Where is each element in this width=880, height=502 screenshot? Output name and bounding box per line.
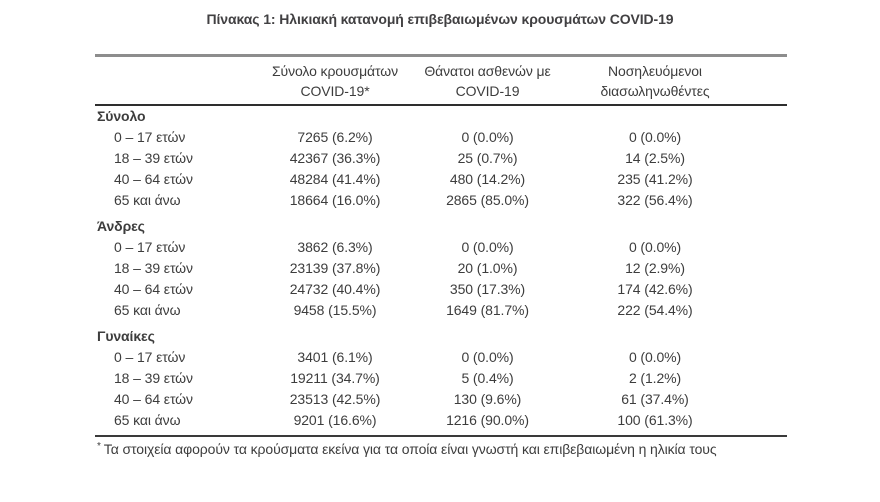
- table-row: 65 και άνω 9458 (15.5%) 1649 (81.7%) 222…: [95, 300, 787, 321]
- cell-deaths: 0 (0.0%): [461, 129, 514, 145]
- section-header: Σύνολο: [97, 108, 146, 124]
- cell-intubated: 222 (54.4%): [617, 302, 693, 318]
- cell-deaths: 1649 (81.7%): [446, 302, 529, 318]
- row-label: 0 – 17 ετών: [114, 129, 186, 145]
- column-header-cases: Σύνολο κρουσμάτων COVID-19*: [250, 61, 420, 101]
- table-row: 0 – 17 ετών 3401 (6.1%) 0 (0.0%) 0 (0.0%…: [95, 347, 787, 368]
- page-title: Πίνακας 1: Ηλικιακή κατανομή επιβεβαιωμέ…: [206, 11, 674, 27]
- table-section: Άνδρες 0 – 17 ετών 3862 (6.3%) 0 (0.0%) …: [95, 216, 787, 321]
- row-label: 18 – 39 ετών: [114, 370, 193, 386]
- cell-intubated: 12 (2.9%): [625, 260, 685, 276]
- section-rows: 0 – 17 ετών 3401 (6.1%) 0 (0.0%) 0 (0.0%…: [95, 347, 787, 431]
- cell-intubated: 0 (0.0%): [628, 239, 682, 255]
- row-label: 18 – 39 ετών: [114, 260, 193, 276]
- cell-cases: 3401 (6.1%): [297, 349, 373, 365]
- cell-deaths: 5 (0.4%): [461, 370, 514, 386]
- table-header-row: Σύνολο κρουσμάτων COVID-19* Θάνατοι ασθε…: [95, 57, 787, 106]
- table-row: 65 και άνω 18664 (16.0%) 2865 (85.0%) 32…: [95, 190, 787, 211]
- row-label: 40 – 64 ετών: [114, 281, 193, 297]
- cell-intubated: 0 (0.0%): [628, 129, 682, 145]
- data-table: Σύνολο κρουσμάτων COVID-19* Θάνατοι ασθε…: [95, 54, 787, 435]
- table-section: Σύνολο 0 – 17 ετών 7265 (6.2%) 0 (0.0%) …: [95, 106, 787, 211]
- cell-intubated: 0 (0.0%): [628, 349, 682, 365]
- table-row: 0 – 17 ετών 3862 (6.3%) 0 (0.0%) 0 (0.0%…: [95, 237, 787, 258]
- row-label: 40 – 64 ετών: [114, 171, 193, 187]
- section-rows: 0 – 17 ετών 7265 (6.2%) 0 (0.0%) 0 (0.0%…: [95, 127, 787, 211]
- row-label: 0 – 17 ετών: [114, 239, 186, 255]
- column-header-line: Θάνατοι ασθενών με: [424, 63, 551, 79]
- table-row: 0 – 17 ετών 7265 (6.2%) 0 (0.0%) 0 (0.0%…: [95, 127, 787, 148]
- row-label: 65 και άνω: [114, 302, 181, 318]
- cell-cases: 9201 (16.6%): [293, 412, 377, 428]
- cell-cases: 24732 (40.4%): [289, 281, 381, 297]
- row-label: 18 – 39 ετών: [114, 150, 193, 166]
- column-header-line: COVID-19: [455, 83, 520, 99]
- footnote-asterisk: *: [97, 441, 101, 452]
- cell-deaths: 480 (14.2%): [449, 171, 526, 187]
- cell-cases: 23513 (42.5%): [289, 391, 381, 407]
- cell-cases: 18664 (16.0%): [289, 192, 381, 208]
- column-header-line: διασωληνωθέντες: [600, 83, 710, 99]
- cell-deaths: 20 (1.0%): [457, 260, 518, 276]
- column-header-line: Νοσηλευόμενοι: [608, 63, 702, 79]
- cell-cases: 42367 (36.3%): [289, 150, 381, 166]
- section-rows: 0 – 17 ετών 3862 (6.3%) 0 (0.0%) 0 (0.0%…: [95, 237, 787, 321]
- cell-intubated: 322 (56.4%): [617, 192, 693, 208]
- section-header: Γυναίκες: [97, 328, 155, 344]
- table-row: 18 – 39 ετών 23139 (37.8%) 20 (1.0%) 12 …: [95, 258, 787, 279]
- cell-intubated: 61 (37.4%): [621, 391, 689, 407]
- cell-intubated: 235 (41.2%): [617, 171, 693, 187]
- cell-deaths: 350 (17.3%): [449, 281, 526, 297]
- table-body: Σύνολο 0 – 17 ετών 7265 (6.2%) 0 (0.0%) …: [95, 106, 787, 431]
- table-section: Γυναίκες 0 – 17 ετών 3401 (6.1%) 0 (0.0%…: [95, 326, 787, 431]
- cell-cases: 3862 (6.3%): [297, 239, 373, 255]
- cell-cases: 48284 (41.4%): [289, 171, 381, 187]
- cell-intubated: 2 (1.2%): [628, 370, 682, 386]
- footnote: * Τα στοιχεία αφορούν τα κρούσματα εκείνα…: [95, 435, 787, 457]
- column-header-deaths: Θάνατοι ασθενών με COVID-19: [420, 61, 555, 101]
- header-spacer: [95, 61, 250, 101]
- cell-intubated: 174 (42.6%): [617, 281, 693, 297]
- cell-intubated: 14 (2.5%): [625, 150, 685, 166]
- row-label: 65 και άνω: [114, 192, 181, 208]
- section-header: Άνδρες: [97, 218, 145, 234]
- row-label: 40 – 64 ετών: [114, 391, 193, 407]
- footnote-text: Τα στοιχεία αφορούν τα κρούσματα εκείνα …: [103, 441, 717, 457]
- cell-intubated: 100 (61.3%): [617, 412, 693, 428]
- table-row: 65 και άνω 9201 (16.6%) 1216 (90.0%) 100…: [95, 410, 787, 431]
- cell-cases: 7265 (6.2%): [297, 129, 373, 145]
- cell-deaths: 0 (0.0%): [461, 239, 514, 255]
- row-label: 65 και άνω: [114, 412, 181, 428]
- cell-cases: 23139 (37.8%): [289, 260, 381, 276]
- column-header-line: COVID-19*: [300, 83, 370, 99]
- row-label: 0 – 17 ετών: [114, 349, 186, 365]
- cell-cases: 9458 (15.5%): [293, 302, 377, 318]
- cell-deaths: 130 (9.6%): [453, 391, 522, 407]
- column-header-intubated: Νοσηλευόμενοι διασωληνωθέντες: [555, 61, 755, 101]
- cell-cases: 19211 (34.7%): [290, 370, 380, 386]
- cell-deaths: 0 (0.0%): [461, 349, 514, 365]
- table-row: 18 – 39 ετών 19211 (34.7%) 5 (0.4%) 2 (1…: [95, 368, 787, 389]
- table-row: 18 – 39 ετών 42367 (36.3%) 25 (0.7%) 14 …: [95, 148, 787, 169]
- cell-deaths: 2865 (85.0%): [446, 192, 529, 208]
- cell-deaths: 1216 (90.0%): [446, 412, 529, 428]
- cell-deaths: 25 (0.7%): [457, 150, 518, 166]
- table-row: 40 – 64 ετών 48284 (41.4%) 480 (14.2%) 2…: [95, 169, 787, 190]
- column-header-line: Σύνολο κρουσμάτων: [271, 63, 399, 79]
- table-row: 40 – 64 ετών 23513 (42.5%) 130 (9.6%) 61…: [95, 389, 787, 410]
- table-row: 40 – 64 ετών 24732 (40.4%) 350 (17.3%) 1…: [95, 279, 787, 300]
